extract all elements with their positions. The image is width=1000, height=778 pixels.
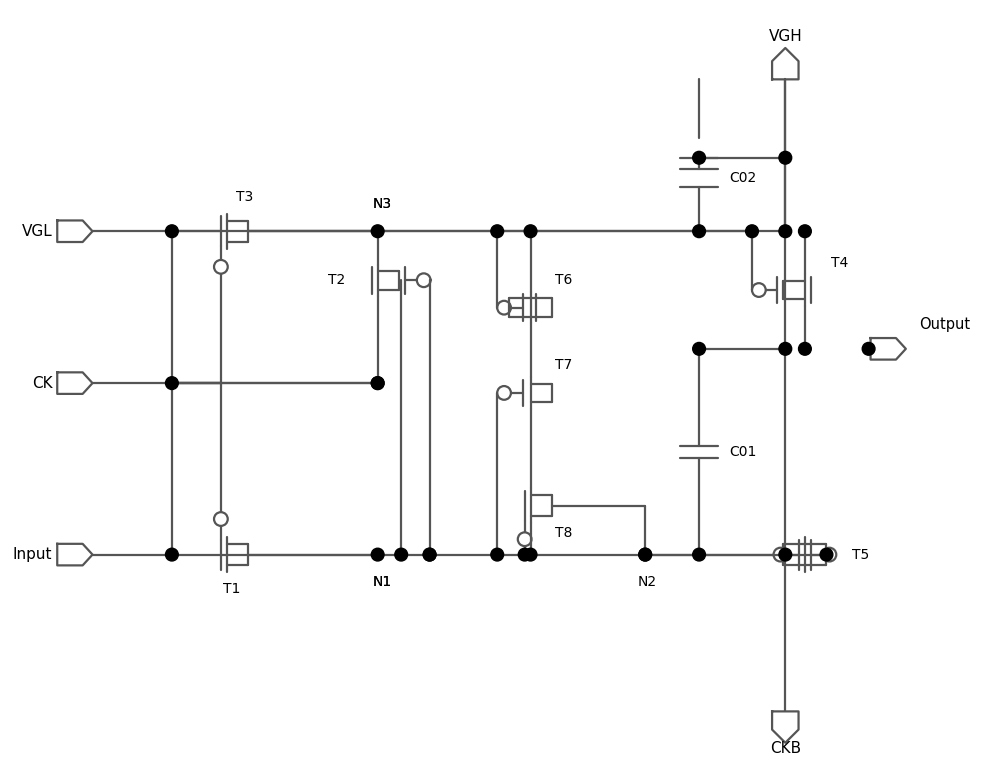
Text: N3: N3 bbox=[373, 197, 392, 211]
Circle shape bbox=[491, 548, 504, 561]
Circle shape bbox=[166, 225, 178, 237]
Text: C01: C01 bbox=[729, 445, 757, 459]
Circle shape bbox=[371, 548, 384, 561]
Circle shape bbox=[799, 342, 811, 356]
Text: T7: T7 bbox=[555, 359, 572, 373]
Circle shape bbox=[820, 548, 833, 561]
Circle shape bbox=[799, 225, 811, 237]
Circle shape bbox=[693, 342, 705, 356]
Circle shape bbox=[862, 342, 875, 356]
Circle shape bbox=[693, 152, 705, 164]
Text: T1: T1 bbox=[223, 582, 240, 596]
Text: T3: T3 bbox=[236, 190, 253, 204]
Circle shape bbox=[639, 548, 652, 561]
Circle shape bbox=[779, 152, 792, 164]
Text: T4: T4 bbox=[831, 256, 848, 270]
Circle shape bbox=[395, 548, 408, 561]
Circle shape bbox=[524, 225, 537, 237]
Circle shape bbox=[423, 548, 436, 561]
Text: Output: Output bbox=[920, 317, 971, 332]
Circle shape bbox=[166, 548, 178, 561]
Circle shape bbox=[779, 548, 792, 561]
Text: N1: N1 bbox=[373, 575, 392, 589]
Text: T6: T6 bbox=[555, 273, 573, 287]
Circle shape bbox=[779, 342, 792, 356]
Circle shape bbox=[518, 548, 531, 561]
Text: T8: T8 bbox=[555, 526, 573, 540]
Circle shape bbox=[491, 225, 504, 237]
Text: N2: N2 bbox=[638, 575, 657, 589]
Text: C02: C02 bbox=[729, 171, 757, 185]
Text: T5: T5 bbox=[852, 548, 869, 562]
Circle shape bbox=[371, 377, 384, 390]
Circle shape bbox=[423, 548, 436, 561]
Circle shape bbox=[639, 548, 652, 561]
Circle shape bbox=[371, 377, 384, 390]
Text: N3: N3 bbox=[373, 197, 392, 211]
Circle shape bbox=[166, 377, 178, 390]
Text: N1: N1 bbox=[373, 575, 392, 589]
Text: CKB: CKB bbox=[770, 741, 801, 756]
Circle shape bbox=[693, 225, 705, 237]
Text: VGL: VGL bbox=[22, 224, 52, 239]
Text: CK: CK bbox=[32, 376, 52, 391]
Circle shape bbox=[693, 548, 705, 561]
Circle shape bbox=[779, 225, 792, 237]
Text: T2: T2 bbox=[328, 273, 345, 287]
Text: VGH: VGH bbox=[768, 29, 802, 44]
Circle shape bbox=[524, 548, 537, 561]
Text: Input: Input bbox=[13, 547, 52, 562]
Circle shape bbox=[371, 225, 384, 237]
Circle shape bbox=[746, 225, 758, 237]
